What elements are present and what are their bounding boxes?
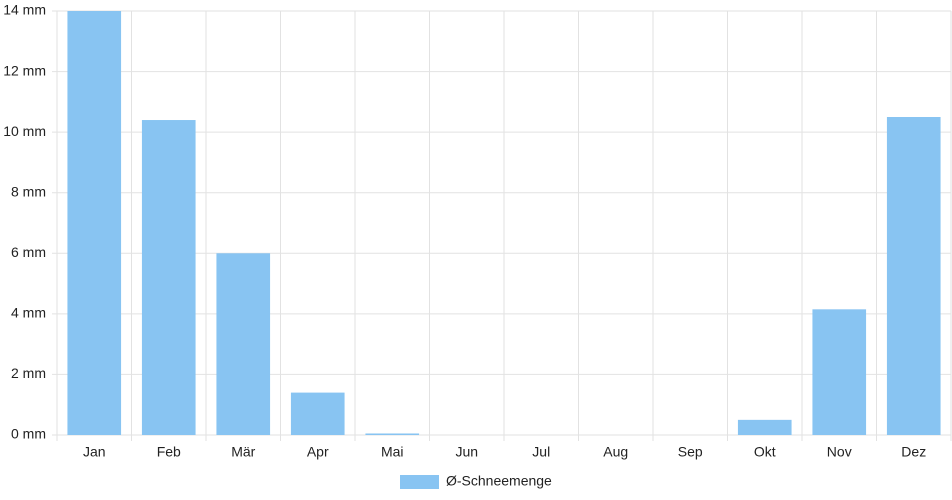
bar <box>216 253 271 435</box>
bar <box>290 392 345 435</box>
x-tick-label: Dez <box>901 444 926 460</box>
x-tick-label: Jul <box>532 444 550 460</box>
legend-label: Ø-Schneemenge <box>446 473 552 489</box>
y-tick-label: 6 mm <box>11 244 46 260</box>
y-tick-label: 8 mm <box>11 183 46 199</box>
bar <box>141 120 196 436</box>
y-tick-label: 10 mm <box>3 123 46 139</box>
x-tick-label: Okt <box>754 444 776 460</box>
x-tick-label: Sep <box>678 444 703 460</box>
bar <box>67 11 122 435</box>
bar <box>737 419 792 435</box>
y-tick-label: 0 mm <box>11 426 46 442</box>
x-tick-label: Feb <box>157 444 181 460</box>
x-tick-label: Mär <box>231 444 255 460</box>
y-tick-label: 2 mm <box>11 365 46 381</box>
legend-swatch <box>400 475 439 489</box>
bar <box>886 117 941 435</box>
x-tick-label: Jun <box>455 444 478 460</box>
x-tick-label: Apr <box>307 444 329 460</box>
y-tick-label: 14 mm <box>3 2 46 18</box>
x-tick-label: Mai <box>381 444 404 460</box>
bar <box>365 433 420 435</box>
x-tick-label: Jan <box>83 444 106 460</box>
y-tick-label: 12 mm <box>3 62 46 78</box>
x-tick-label: Nov <box>827 444 852 460</box>
bar <box>812 309 867 435</box>
x-tick-label: Aug <box>603 444 628 460</box>
y-tick-label: 4 mm <box>11 305 46 321</box>
